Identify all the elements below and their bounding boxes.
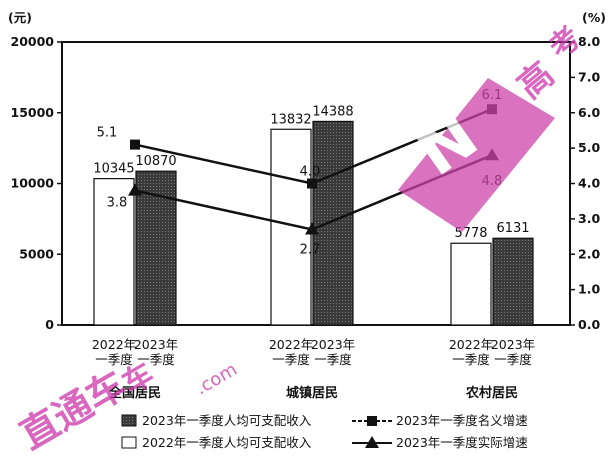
legend-swatch-triangle-marker	[365, 436, 379, 448]
left-axis-tick-label: 10000	[11, 176, 55, 191]
growth-value-label: 5.1	[97, 126, 118, 141]
right-axis-tick-label: 7.0	[578, 69, 600, 84]
svg-text:考: 考	[543, 20, 588, 66]
legend-label: 2023年一季度人均可支配收入	[142, 413, 312, 428]
bar-2022	[93, 178, 135, 326]
legend-label: 2023年一季度名义增速	[396, 413, 528, 428]
nominal-growth-marker	[130, 139, 140, 150]
right-axis-tick-label: 1.0	[578, 282, 600, 297]
bar-2022	[450, 242, 492, 326]
legend-swatch-square-marker	[367, 416, 377, 426]
legend-label: 2023年一季度实际增速	[396, 435, 528, 450]
bar-2023	[312, 120, 354, 326]
legend-swatch-dark-bar	[121, 414, 137, 427]
left-axis-tick-label: 15000	[11, 105, 55, 120]
right-axis-tick-label: 0.0	[578, 317, 600, 332]
right-axis-tick-label: 4.0	[578, 176, 600, 191]
category-label: 2022年一季度	[449, 337, 493, 367]
category-label: 2022年一季度	[92, 337, 136, 367]
category-label: 2023年一季度	[134, 337, 178, 367]
right-axis-tick-label: 5.0	[578, 140, 600, 155]
right-axis-unit: (%)	[582, 10, 606, 25]
bar-value-label: 6131	[496, 221, 529, 236]
bar-2023	[492, 237, 534, 326]
left-axis-tick-label: 20000	[11, 34, 55, 49]
growth-value-label: 2.7	[300, 242, 321, 257]
right-axis-tick-label: 6.0	[578, 105, 600, 120]
right-axis-tick-label: 8.0	[578, 34, 600, 49]
group-label: 城镇居民	[286, 385, 338, 401]
bar-value-label: 13832	[270, 112, 311, 127]
right-axis-tick-label: 3.0	[578, 211, 600, 226]
bar-value-label: 14388	[312, 104, 353, 119]
left-axis-unit: (元)	[8, 10, 32, 25]
category-label: 2022年一季度	[269, 337, 313, 367]
growth-value-label: 4.0	[300, 165, 321, 180]
right-axis-tick-label: 2.0	[578, 246, 600, 261]
category-label: 2023年一季度	[311, 337, 355, 367]
real-growth-marker	[305, 222, 319, 235]
group-label: 全国居民	[108, 385, 161, 401]
bar-2023	[135, 170, 177, 326]
nominal-growth-marker	[307, 178, 317, 189]
bar-value-label: 10870	[135, 154, 176, 169]
svg-text:直通车: 直通车	[13, 363, 134, 458]
real-growth-marker	[128, 183, 142, 196]
group-label: 农村居民	[465, 385, 518, 401]
svg-text:.com: .com	[192, 359, 241, 399]
category-label: 2023年一季度	[491, 337, 535, 367]
left-axis-tick-label: 5000	[19, 246, 54, 261]
legend-label: 2022年一季度人均可支配收入	[142, 435, 312, 450]
left-axis-tick-label: 0	[45, 317, 54, 332]
growth-value-label: 3.8	[107, 196, 128, 211]
legend-swatch-white-bar	[121, 436, 137, 449]
bar-value-label: 10345	[93, 162, 134, 177]
